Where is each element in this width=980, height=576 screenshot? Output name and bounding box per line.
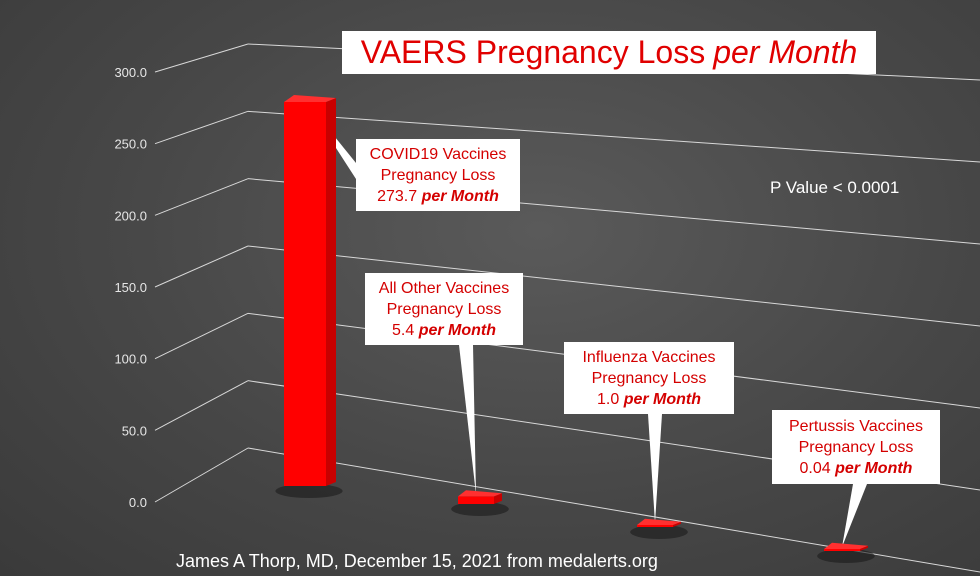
gridline-side <box>154 110 249 145</box>
y-axis-ticks: 0.0 50.0 100.0 150.0 200.0 250.0 300.0 <box>114 65 147 510</box>
gridline-side <box>154 312 249 360</box>
y-tick-label: 100.0 <box>114 352 147 367</box>
gridline-side <box>154 245 249 288</box>
gridline-side <box>154 43 249 73</box>
data-label: 0.04 <box>799 459 831 477</box>
bar-top <box>824 542 868 549</box>
chart-title: VAERS Pregnancy Loss per Month <box>342 31 876 74</box>
gridline-side <box>154 380 249 431</box>
callout-covid19: COVID19 Vaccines Pregnancy Loss 273.7 pe… <box>356 139 520 211</box>
bar <box>824 549 860 551</box>
callout-label: Influenza Vaccines <box>582 348 716 366</box>
bar-shadow <box>817 549 875 563</box>
y-tick-label: 250.0 <box>114 137 147 152</box>
callout-label: All Other Vaccines <box>378 279 510 297</box>
source-credit: James A Thorp, MD, December 15, 2021 fro… <box>176 551 658 571</box>
callout-sublabel: Pregnancy Loss <box>591 369 707 387</box>
bar-side <box>860 545 868 551</box>
bar <box>284 102 326 486</box>
callout-sublabel: Pregnancy Loss <box>386 300 502 318</box>
bar-side <box>673 521 681 527</box>
callout-pertussis: Pertussis Vaccines Pregnancy Loss 0.04 p… <box>772 410 940 484</box>
y-tick-label: 200.0 <box>114 208 147 223</box>
callout-unit: per Month <box>623 390 702 408</box>
y-tick-label: 0.0 <box>129 495 147 510</box>
callout-sublabel: Pregnancy Loss <box>798 438 914 456</box>
callout-value-row: 273.7 per Month <box>356 186 520 207</box>
gridline <box>247 245 980 327</box>
callout-value-row: 5.4 per Month <box>365 320 523 341</box>
callout-influenza: Influenza Vaccines Pregnancy Loss 1.0 pe… <box>564 342 734 414</box>
callout-value-row: 1.0 per Month <box>564 389 734 410</box>
bar-side <box>494 493 502 504</box>
gridline-side <box>154 178 249 216</box>
callout-sublabel: Pregnancy Loss <box>380 166 496 184</box>
bar-side <box>326 98 336 486</box>
callout-unit: per Month <box>418 321 497 339</box>
y-tick-label: 300.0 <box>114 65 147 80</box>
bar-top <box>637 518 681 525</box>
callout-label: Pertussis Vaccines <box>789 417 923 435</box>
bar-top <box>284 95 336 102</box>
bar <box>458 496 494 504</box>
y-tick-label: 50.0 <box>122 423 147 438</box>
callout-label: COVID19 Vaccines <box>369 145 507 163</box>
y-tick-label: 150.0 <box>114 280 147 295</box>
chart-title-emphasis: per Month <box>713 34 858 70</box>
callout-value-row: 0.04 per Month <box>772 458 940 479</box>
gridline-side <box>154 447 249 503</box>
data-label: 1.0 <box>596 390 620 408</box>
bar-shadow <box>630 525 688 539</box>
callout-pointer <box>842 484 867 547</box>
p-value-annotation: P Value < 0.0001 <box>770 178 900 197</box>
bar-shadow <box>451 502 509 516</box>
callout-all-other: All Other Vaccines Pregnancy Loss 5.4 pe… <box>365 273 523 345</box>
callout-unit: per Month <box>835 459 913 477</box>
callout-pointer <box>648 414 662 523</box>
callout-pointer <box>459 345 476 495</box>
data-label: 5.4 <box>391 321 415 339</box>
bar-shadow <box>275 484 343 498</box>
gridline <box>247 110 980 163</box>
bar <box>637 525 673 527</box>
chart-title-main: VAERS Pregnancy Loss <box>360 34 706 70</box>
bars <box>275 95 875 563</box>
callout-unit: per Month <box>421 187 499 205</box>
bar-top <box>458 490 502 497</box>
data-label: 273.7 <box>377 187 418 205</box>
